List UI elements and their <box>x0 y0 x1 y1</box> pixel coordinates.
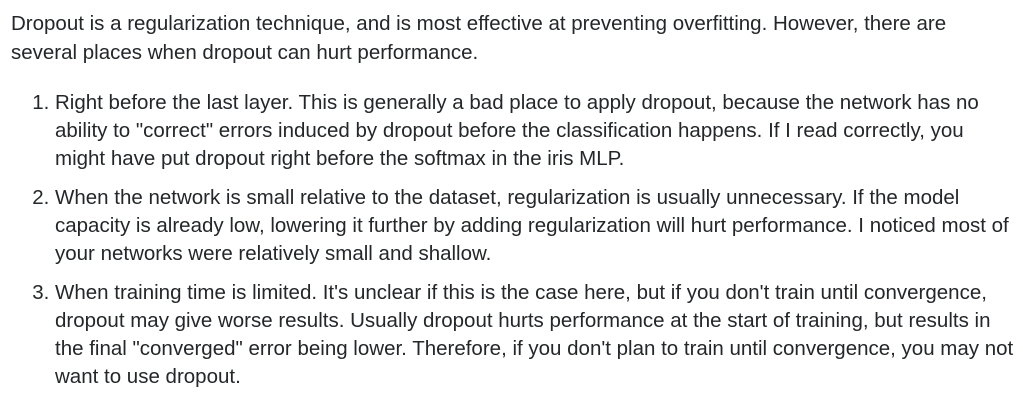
points-list: Right before the last layer. This is gen… <box>11 89 1017 391</box>
list-item: When the network is small relative to th… <box>55 184 1017 268</box>
list-item: Right before the last layer. This is gen… <box>55 89 1017 173</box>
list-item: When training time is limited. It's uncl… <box>55 279 1017 391</box>
intro-paragraph: Dropout is a regularization technique, a… <box>11 12 947 64</box>
